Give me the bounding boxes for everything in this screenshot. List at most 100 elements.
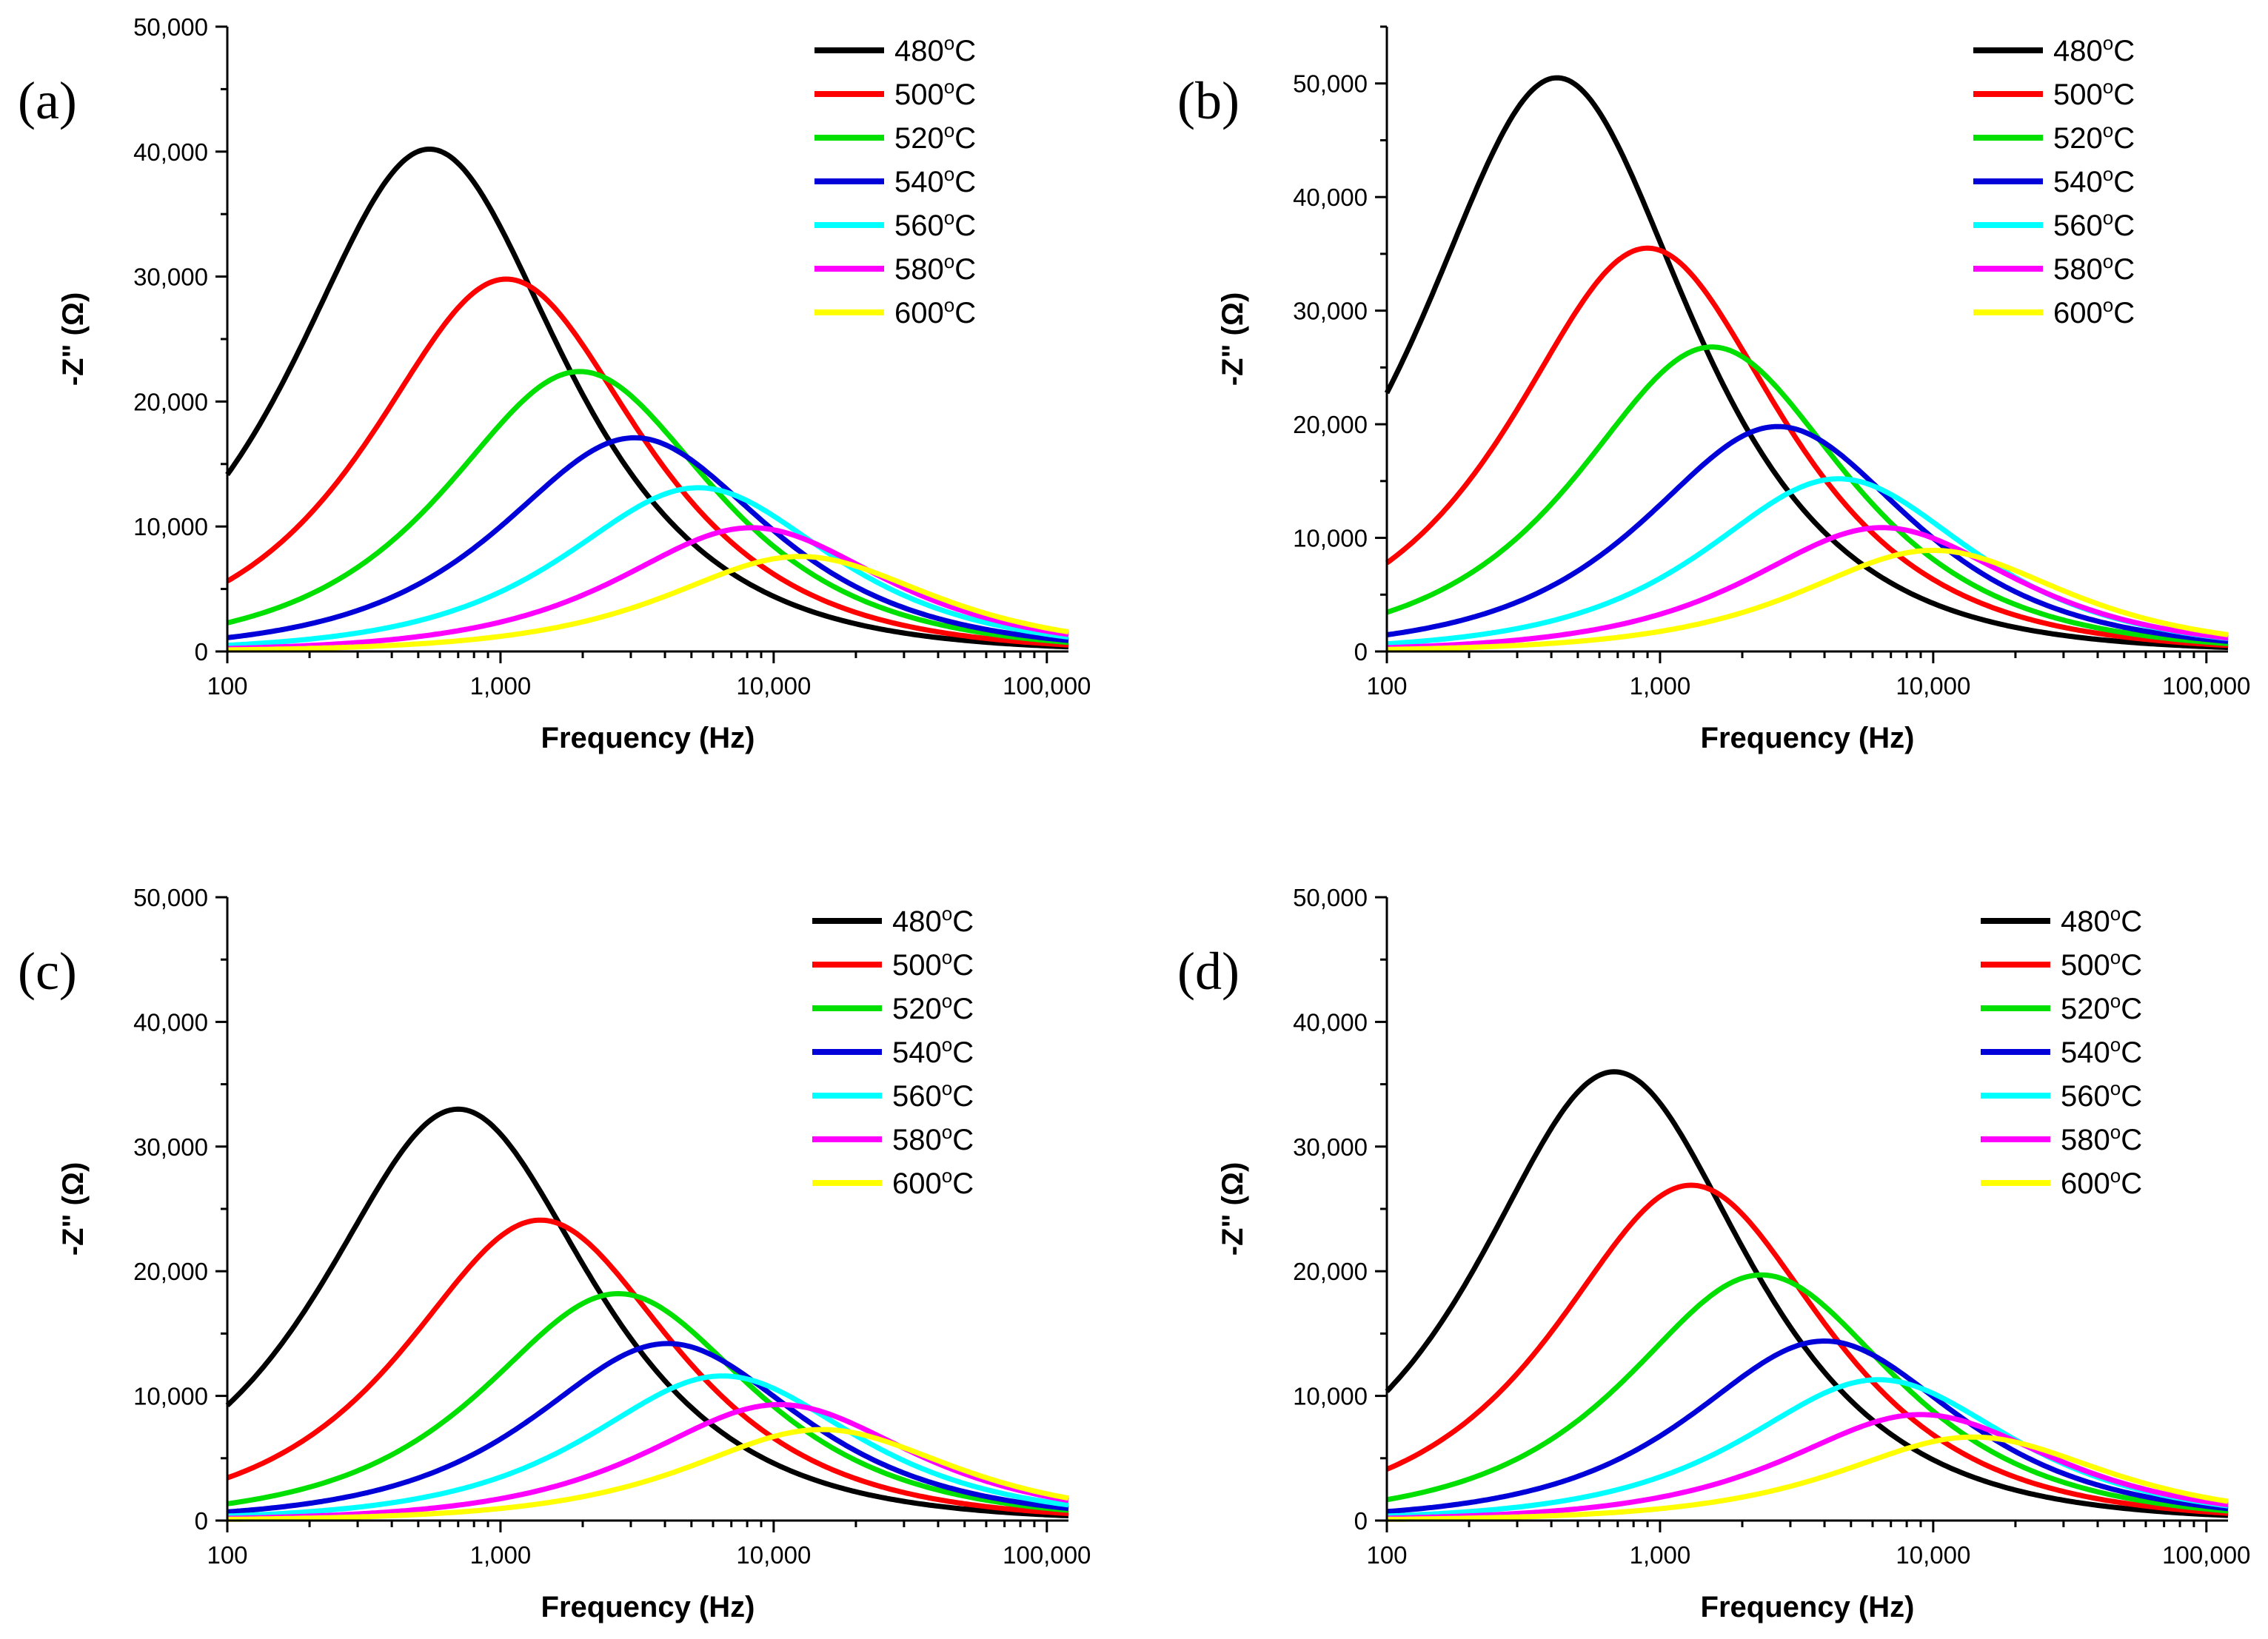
x-tick-label: 100: [207, 672, 247, 700]
legend-entry: 580oC: [892, 1121, 974, 1156]
series-line-560c: [1386, 476, 2229, 647]
legend-entry: 580oC: [2053, 250, 2135, 286]
legend-entry: 560oC: [2053, 207, 2135, 242]
panel-label: (d): [1177, 942, 1240, 1001]
legend-entry: 520oC: [894, 119, 976, 155]
y-tick-label: 50,000: [1293, 884, 1368, 911]
y-tick-label: 30,000: [133, 264, 208, 291]
y-tick-label: 30,000: [1293, 1133, 1368, 1161]
legend-entry: 520oC: [2061, 990, 2142, 1025]
series-line-600c: [227, 1427, 1069, 1522]
legend-entry: 600oC: [2061, 1164, 2142, 1200]
series-line-580c: [227, 525, 1069, 651]
series-line-580c: [1386, 525, 2229, 651]
panel-label: (c): [18, 942, 77, 1001]
legend: 480oC 500oC 520oC 540oC 560oC 580oC 600oC: [812, 902, 974, 1200]
y-axis-label: -Z" (Ω): [57, 292, 90, 386]
series-group: [1384, 75, 2229, 652]
series-line-520c: [227, 1291, 1069, 1513]
x-tick-label: 10,000: [1896, 1541, 1970, 1569]
x-axis-label: Frequency (Hz): [541, 722, 755, 754]
legend-entry: 560oC: [894, 207, 976, 242]
panel-d: (d) 100 1,000 10,000 100,000 0 10,000 20,000 30,…: [1177, 884, 2250, 1623]
axes: 100 1,000 10,000 100,000 0 10,000 20,000 30,000…: [1217, 884, 2250, 1623]
series-line-480c: [225, 147, 1069, 650]
legend-entry: 600oC: [2053, 294, 2135, 329]
y-tick-label: 0: [195, 1507, 208, 1535]
legend: 480oC 500oC 520oC 540oC 560oC 580oC 600oC: [1981, 902, 2142, 1200]
panel-a: (a) 100 1,000 10,000 100,000 0 10,000 20,000 30,…: [18, 13, 1091, 754]
y-tick-label: 10,000: [1293, 1383, 1368, 1410]
y-tick-label: 0: [1354, 1507, 1368, 1535]
x-tick-label: 1,000: [470, 1541, 532, 1569]
x-tick-label: 100: [207, 1541, 247, 1569]
panel-b: (b) 100 1,000 10,000 100,000 0 10,000 20,000 30,…: [1177, 25, 2250, 754]
series-line-500c: [226, 276, 1069, 648]
y-tick-label: 20,000: [133, 388, 208, 415]
panel-label: (a): [18, 71, 77, 130]
legend: 480oC 500oC 520oC 540oC 560oC 580oC 600oC: [1973, 32, 2135, 329]
legend-entry: 540oC: [2053, 163, 2135, 198]
legend-entry: 560oC: [2061, 1077, 2142, 1113]
y-tick-label: 20,000: [1293, 1258, 1368, 1285]
series-group: [225, 1106, 1069, 1522]
legend-entry: 480oC: [894, 32, 976, 67]
y-tick-label: 0: [1354, 638, 1368, 666]
y-tick-label: 40,000: [1293, 184, 1368, 211]
series-line-540c: [1386, 1338, 2229, 1515]
series-line-480c: [1385, 1069, 2229, 1518]
series-line-480c: [225, 1106, 1069, 1518]
series-line-600c: [1386, 1434, 2229, 1522]
legend-entry: 540oC: [2061, 1033, 2142, 1069]
series-line-480c: [1384, 75, 2229, 651]
x-tick-label: 1,000: [470, 672, 532, 700]
axes: 100 1,000 10,000 100,000 0 10,000 20,000 30,000…: [57, 13, 1091, 754]
series-line-520c: [1385, 344, 2229, 646]
x-tick-label: 10,000: [736, 672, 811, 700]
series-line-500c: [1385, 1182, 2229, 1516]
x-tick-label: 1,000: [1630, 1541, 1691, 1569]
y-tick-label: 40,000: [133, 138, 208, 166]
y-axis-label: -Z" (Ω): [57, 1162, 90, 1256]
x-tick-label: 100,000: [1003, 672, 1091, 700]
y-tick-label: 10,000: [133, 513, 208, 540]
x-tick-label: 100,000: [2162, 1541, 2250, 1569]
legend-entry: 580oC: [894, 250, 976, 286]
legend-entry: 500oC: [2061, 946, 2142, 982]
x-axis-label: Frequency (Hz): [1701, 1591, 1915, 1623]
series-line-600c: [1386, 547, 2229, 652]
y-axis-label: -Z" (Ω): [1217, 292, 1249, 386]
y-tick-label: 10,000: [1293, 525, 1368, 552]
series-line-560c: [227, 485, 1069, 648]
y-tick-label: 30,000: [133, 1133, 208, 1161]
series-line-540c: [1386, 423, 2229, 644]
legend-entry: 480oC: [2053, 32, 2135, 67]
series-line-520c: [1386, 1272, 2229, 1514]
axes: 100 1,000 10,000 100,000 0 10,000 20,000 30,000…: [57, 884, 1091, 1623]
legend-entry: 600oC: [892, 1164, 974, 1200]
y-tick-label: 10,000: [133, 1383, 208, 1410]
legend-entry: 560oC: [892, 1077, 974, 1113]
legend: 480oC 500oC 520oC 540oC 560oC 580oC 600oC: [814, 32, 976, 329]
series-group: [1385, 1069, 2229, 1522]
x-tick-label: 100,000: [1003, 1541, 1091, 1569]
x-axis-label: Frequency (Hz): [541, 1591, 755, 1623]
series-line-520c: [227, 369, 1069, 646]
series-line-540c: [227, 1341, 1069, 1515]
series-group: [225, 147, 1069, 653]
legend-entry: 600oC: [894, 294, 976, 329]
legend-entry: 480oC: [892, 902, 974, 938]
y-tick-label: 30,000: [1293, 298, 1368, 325]
series-line-500c: [1385, 245, 2229, 648]
legend-entry: 500oC: [892, 946, 974, 982]
x-tick-label: 100: [1366, 1541, 1407, 1569]
x-tick-label: 10,000: [736, 1541, 811, 1569]
legend-entry: 480oC: [2061, 902, 2142, 938]
panel-c: (c) 100 1,000 10,000 100,000 0 10,000 20,000 30,…: [18, 884, 1091, 1623]
series-line-560c: [227, 1373, 1069, 1519]
x-tick-label: 100: [1366, 672, 1407, 700]
axes: 100 1,000 10,000 100,000 0 10,000 20,000 30,000…: [1217, 25, 2250, 754]
series-line-580c: [1386, 1412, 2229, 1521]
legend-entry: 500oC: [2053, 76, 2135, 111]
